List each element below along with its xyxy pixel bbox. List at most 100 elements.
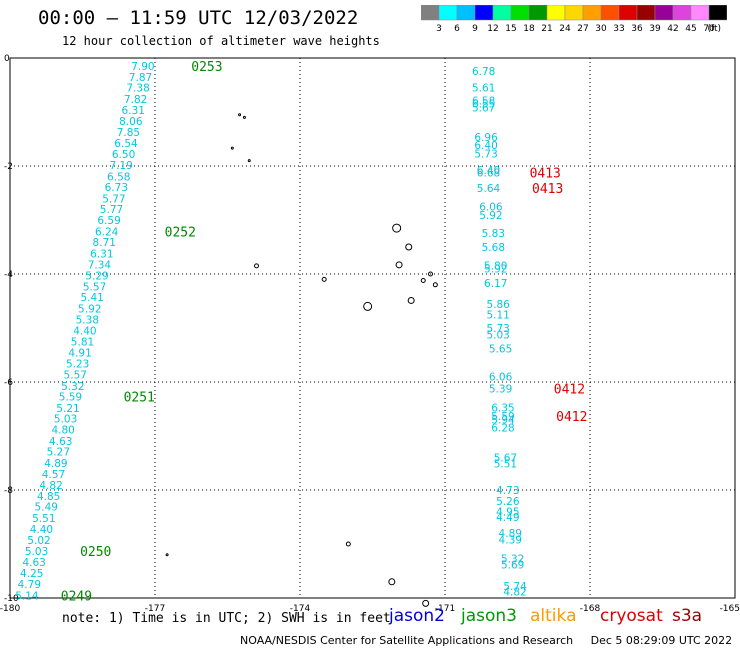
colorbar-tick-label: 12 — [487, 24, 498, 34]
swh-value-label: 5.51 — [494, 459, 517, 471]
swh-value-label: 6.06 — [479, 202, 503, 214]
swh-value-label: 5.32 — [501, 554, 524, 566]
swh-value-label: 5.67 — [472, 103, 495, 115]
swh-value-label: 6.73 — [105, 182, 128, 194]
colorbar-swatch — [708, 5, 727, 21]
swh-value-label: 4.82 — [503, 587, 526, 599]
swh-value-label: 5.64 — [477, 183, 501, 195]
swh-value-label: 7.34 — [88, 259, 112, 271]
footer-org: NOAA/NESDIS Center for Satellite Applica… — [240, 634, 574, 647]
swh-value-label: 4.40 — [30, 524, 53, 536]
swh-value-label: 4.89 — [499, 528, 522, 540]
swh-value-label: 7.87 — [129, 72, 152, 84]
swh-value-label: 5.49 — [35, 502, 58, 514]
footer: NOAA/NESDIS Center for Satellite Applica… — [240, 634, 740, 647]
y-tick-label: -4 — [4, 270, 13, 280]
swh-value-label: 6.50 — [112, 149, 135, 161]
colorbar-unit-label: (ft) — [707, 24, 721, 34]
pass-time-label: 0412 — [556, 410, 587, 425]
swh-value-label: 4.57 — [42, 469, 65, 481]
pass-time-label: 0249 — [61, 589, 92, 604]
colorbar-tick-label: 27 — [577, 24, 588, 34]
swh-value-label: 6.58 — [472, 96, 495, 108]
island-outline — [428, 271, 433, 277]
x-tick-label: -177 — [145, 604, 165, 614]
swh-value-label: 5.38 — [76, 314, 99, 326]
swh-value-label: 7.82 — [124, 94, 147, 106]
swh-value-label: 5.68 — [482, 242, 505, 254]
swh-value-label: 5.51 — [32, 513, 55, 525]
island-outline — [407, 296, 415, 304]
pass-time-label: 0250 — [80, 545, 111, 560]
swh-value-label: 7.90 — [131, 61, 154, 73]
satellite-legend-s3a: s3a — [672, 606, 703, 626]
chart-title: 00:00 – 11:59 UTC 12/03/2022 — [38, 7, 359, 29]
swh-value-label: 4.39 — [499, 535, 522, 547]
swh-value-label: 6.35 — [491, 402, 514, 414]
pass-time-label: 0253 — [191, 60, 222, 75]
swh-value-label: 6.31 — [122, 105, 145, 117]
swh-value-label: 4.63 — [49, 436, 72, 448]
satellite-legend-cryosat: cryosat — [600, 606, 663, 626]
swh-value-label: 5.11 — [486, 310, 509, 322]
swh-value-label: 6.28 — [491, 422, 514, 434]
satellite-legend-altika: altika — [530, 606, 577, 626]
island-outline — [321, 276, 327, 282]
swh-value-label: 4.40 — [73, 326, 96, 338]
swh-value-label: 6.55 — [472, 98, 495, 110]
swh-value-label: 5.73 — [486, 323, 509, 335]
pass-time-label: 0413 — [530, 166, 561, 181]
swh-value-label: 5.23 — [66, 359, 89, 371]
swh-value-label: 5.77 — [102, 193, 125, 205]
swh-value-label: 4.82 — [39, 480, 62, 492]
swh-value-label: 5.74 — [503, 581, 527, 593]
swh-value-label: 7.85 — [117, 127, 140, 139]
swh-value-label: 7.38 — [126, 83, 149, 95]
swh-value-label: 5.27 — [47, 447, 70, 459]
swh-value-label: 5.81 — [71, 337, 94, 349]
colorbar-tick-label: 39 — [649, 24, 661, 34]
colorbar-tick-label: 33 — [613, 24, 624, 34]
island-outline — [165, 553, 169, 557]
swh-value-label: 6.17 — [484, 278, 507, 290]
chart-subtitle: 12 hour collection of altimeter wave hei… — [62, 34, 380, 48]
swh-value-label: 5.41 — [80, 292, 103, 304]
swh-value-label: 5.80 — [484, 260, 507, 272]
swh-value-label: 6.68 — [477, 167, 500, 179]
swh-value-label: 6.24 — [95, 226, 119, 238]
swh-value-label: 4.73 — [496, 485, 519, 497]
notes-text: note: 1) Time is in UTC; 2) SWH is in fe… — [62, 611, 391, 626]
swh-value-label: 5.03 — [25, 546, 48, 558]
island-outline — [405, 243, 413, 251]
colorbar-tick-label: 24 — [559, 24, 571, 34]
swh-value-label: 6.58 — [107, 171, 130, 183]
color-scale-legend: 3 6 9 12 15 18 21 24 27 30 33 36 39 42 45 70(ft) — [421, 5, 727, 34]
colorbar-tick-label: 15 — [505, 24, 516, 34]
swh-value-label: 5.94 — [491, 414, 515, 426]
island-outline — [254, 263, 259, 269]
swh-value-label: 5.61 — [472, 83, 495, 95]
x-tick-label: -168 — [580, 604, 601, 614]
y-tick-label: -2 — [4, 162, 13, 172]
swh-value-label: 5.77 — [100, 204, 123, 216]
swh-value-label: 4.85 — [37, 491, 60, 503]
swh-value-label: 6.31 — [90, 248, 113, 260]
island-outline — [395, 261, 403, 269]
island-outline — [392, 223, 402, 233]
island-outline — [422, 599, 430, 607]
swh-value-label: 5.86 — [486, 299, 510, 311]
swh-value-label: 4.79 — [18, 579, 41, 591]
colorbar-tick-label: 9 — [472, 24, 478, 34]
x-tick-label: -180 — [0, 604, 20, 614]
colorbar-tick-label: 21 — [541, 24, 552, 34]
swh-value-label: 6.54 — [114, 138, 138, 150]
swh-value-label: 5.92 — [484, 264, 507, 276]
swh-value-label: 5.67 — [494, 453, 517, 465]
pass-time-label: 0413 — [532, 182, 563, 197]
swh-value-label: 5.02 — [27, 535, 50, 547]
colorbar-tick-label: 70 — [703, 24, 715, 34]
swh-value-label: 5.29 — [85, 271, 108, 283]
island-outline — [345, 541, 351, 547]
swh-value-label: 4.25 — [20, 568, 43, 580]
